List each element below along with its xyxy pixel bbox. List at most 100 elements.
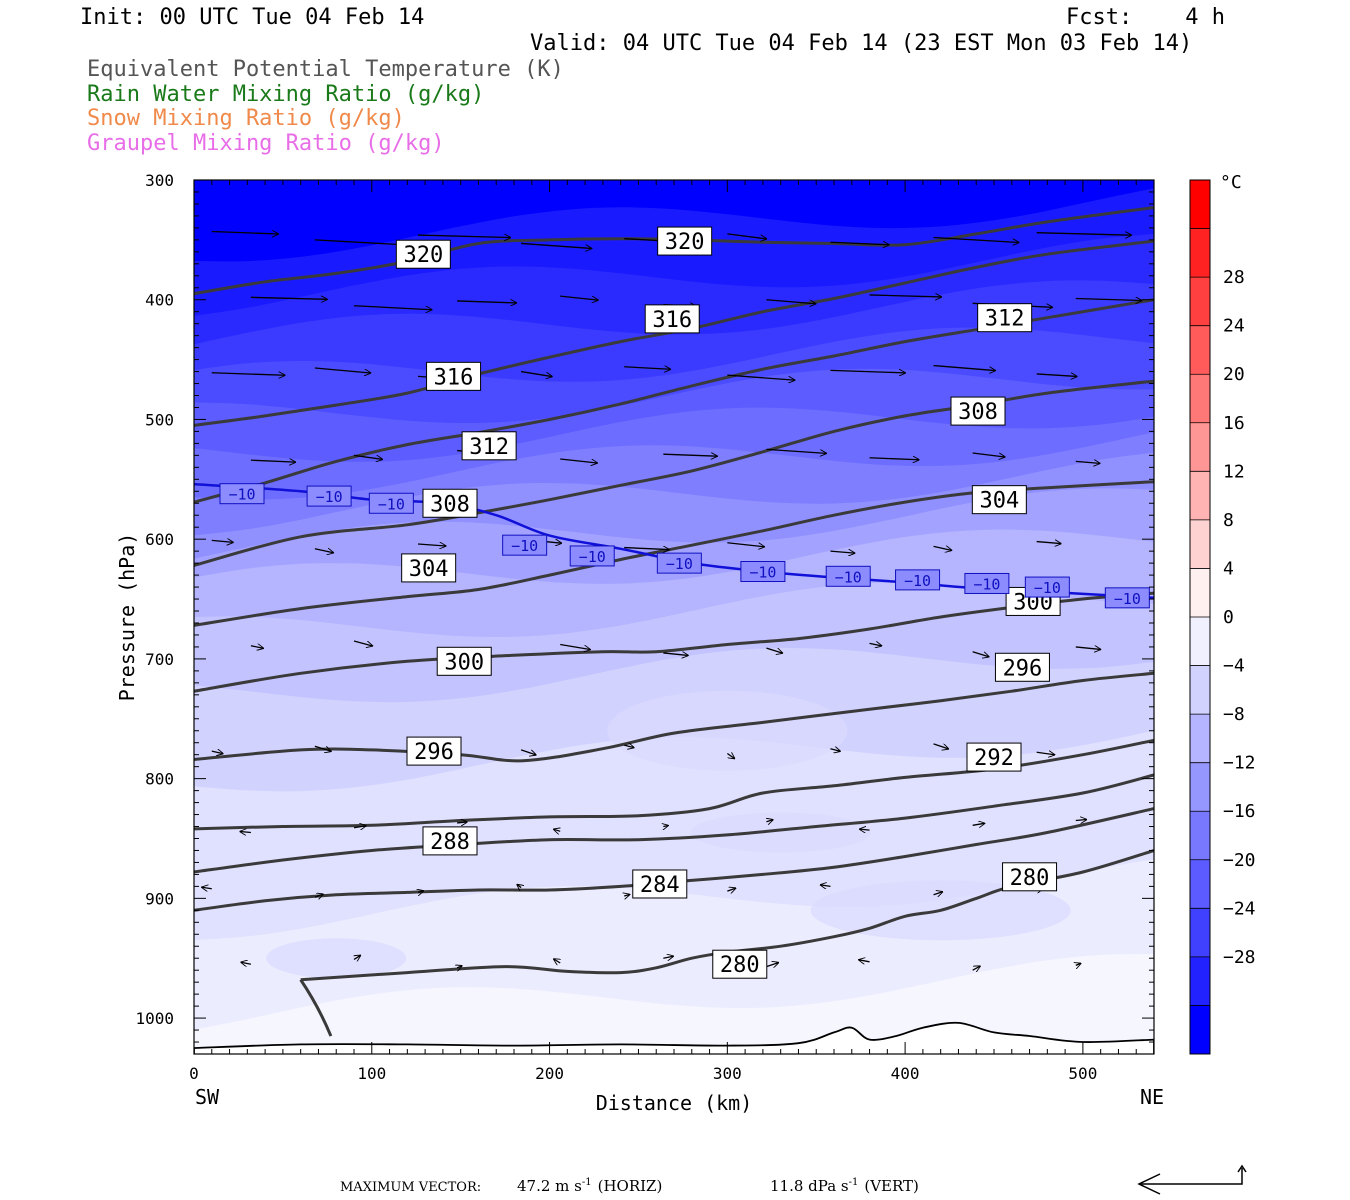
- wind-vector: [250, 460, 296, 462]
- isotherm-label-box: [656, 552, 702, 574]
- wind-vector: [933, 546, 952, 550]
- theta-e-label-box: [657, 226, 713, 256]
- wind-vector: [314, 745, 331, 751]
- theta-e-label: 320: [403, 243, 443, 268]
- wind-vector: [521, 242, 592, 248]
- wind-vector: [933, 364, 996, 371]
- wind-vector: [766, 448, 826, 453]
- theta-e-label: 304: [409, 557, 449, 582]
- forecast-hour: Fcst: 4 h: [1066, 5, 1225, 30]
- wind-vector: [241, 962, 252, 964]
- y-tick-label: 1000: [135, 1009, 174, 1028]
- wind-vector: [766, 647, 782, 653]
- isotherm-label-box: [306, 485, 352, 507]
- isotherm-label: −10: [666, 555, 693, 573]
- wind-vector: [211, 231, 279, 234]
- wind-vector: [202, 887, 212, 889]
- y-tick-label: 300: [145, 171, 174, 190]
- wind-vector: [1075, 820, 1087, 821]
- y-axis-label: Pressure (hPa): [115, 533, 139, 702]
- theta-e-label-box: [395, 239, 451, 269]
- theta-e-label: 308: [958, 400, 998, 425]
- wind-vector: [933, 236, 1019, 242]
- colorbar-swatch: [1190, 762, 1210, 812]
- isotherm-label-box: [1024, 576, 1070, 598]
- colorbar-swatch: [1190, 180, 1210, 230]
- wind-vector: [766, 963, 778, 967]
- isotherm-label: −10: [1034, 579, 1061, 597]
- wind-vector: [354, 955, 360, 959]
- isotherm-label: −10: [973, 575, 1000, 593]
- colorbar-tick-label: 20: [1223, 364, 1245, 385]
- theta-e-label-box: [422, 488, 478, 518]
- theta-e-label: 284: [640, 873, 680, 898]
- x-tick-label: 100: [357, 1064, 386, 1083]
- isotherm-label: −10: [378, 495, 405, 513]
- wind-vector: [560, 458, 597, 463]
- wind-vector: [860, 829, 870, 830]
- surface-terrain: [194, 1021, 1154, 1054]
- theta-e-contour: [194, 239, 1154, 427]
- isotherm-label: −10: [749, 564, 776, 582]
- horiz-exponent: -1: [582, 1177, 592, 1188]
- wind-vector: [663, 454, 717, 456]
- colorbar-tick-label: 24: [1223, 316, 1245, 337]
- colorbar-swatch: [1190, 617, 1210, 667]
- theta-e-label-box: [971, 485, 1027, 515]
- colorbar-tick-label: 0: [1223, 607, 1234, 628]
- wind-vector: [353, 305, 432, 310]
- init-time: Init: 00 UTC Tue 04 Feb 14: [80, 5, 425, 30]
- wind-vector: [517, 885, 521, 888]
- wind-vector: [417, 544, 446, 546]
- legend-thetae: Equivalent Potential Temperature (K): [87, 57, 564, 82]
- wind-vector: [417, 235, 510, 238]
- legend-rain: Rain Water Mixing Ratio (g/kg): [87, 82, 485, 107]
- isotherm-label-box: [740, 561, 786, 583]
- wind-vector: [211, 751, 223, 754]
- isotherm-label-box: [502, 534, 548, 556]
- theta-e-contour: [194, 298, 1154, 504]
- wind-vector: [211, 540, 233, 542]
- colorbar-swatch: [1190, 714, 1210, 764]
- colorbar-tick-label: 4: [1223, 558, 1234, 579]
- theta-e-label: 316: [652, 308, 692, 333]
- max-vector-footer: MAXIMUM VECTOR: 47.2 m s-1 (HORIZ) 11.8 d…: [340, 1177, 919, 1195]
- isotherm-label: −10: [511, 537, 538, 555]
- y-tick-label: 900: [145, 889, 174, 908]
- wind-vector: [353, 640, 372, 646]
- wind-vector: [830, 749, 840, 752]
- wind-vector: [1075, 461, 1100, 463]
- theta-e-label-box: [977, 303, 1033, 333]
- theta-e-label-box: [712, 949, 768, 979]
- colorbar-tick-label: −12: [1223, 753, 1256, 774]
- isotherm-label: −10: [904, 572, 931, 590]
- wind-vector: [1036, 374, 1077, 377]
- theta-e-label: 320: [665, 230, 705, 255]
- wind-vector: [727, 888, 735, 891]
- theta-e-label: 316: [434, 365, 474, 390]
- vert-max-vector: 11.8 dPa s-1 (VERT): [770, 1177, 919, 1195]
- colorbar-swatch: [1190, 471, 1210, 521]
- wind-vector: [830, 551, 854, 553]
- x-tick-label: 500: [1068, 1064, 1097, 1083]
- wind-vector: [457, 301, 516, 303]
- colorbar-swatch: [1190, 1005, 1210, 1055]
- theta-e-label: 296: [1003, 656, 1043, 681]
- wind-vector: [766, 299, 815, 304]
- x-axis-right-end: NE: [1140, 1085, 1164, 1109]
- isotherm-label-box: [219, 483, 265, 505]
- theta-e-label-box: [436, 646, 492, 676]
- colorbar-unit: °C: [1220, 172, 1242, 193]
- colorbar-swatch: [1190, 325, 1210, 375]
- wind-vector: [726, 753, 734, 758]
- wind-vector: [727, 374, 794, 380]
- wind-vector: [859, 960, 870, 962]
- theta-e-label-box: [950, 396, 1006, 426]
- max-vector-arrow-icon: [1137, 1164, 1247, 1195]
- wind-vector: [314, 239, 405, 245]
- colorbar-swatch: [1190, 228, 1210, 278]
- x-axis-label: Distance (km): [596, 1091, 753, 1115]
- wind-vector: [624, 367, 670, 370]
- x-axis-left-end: SW: [195, 1085, 220, 1109]
